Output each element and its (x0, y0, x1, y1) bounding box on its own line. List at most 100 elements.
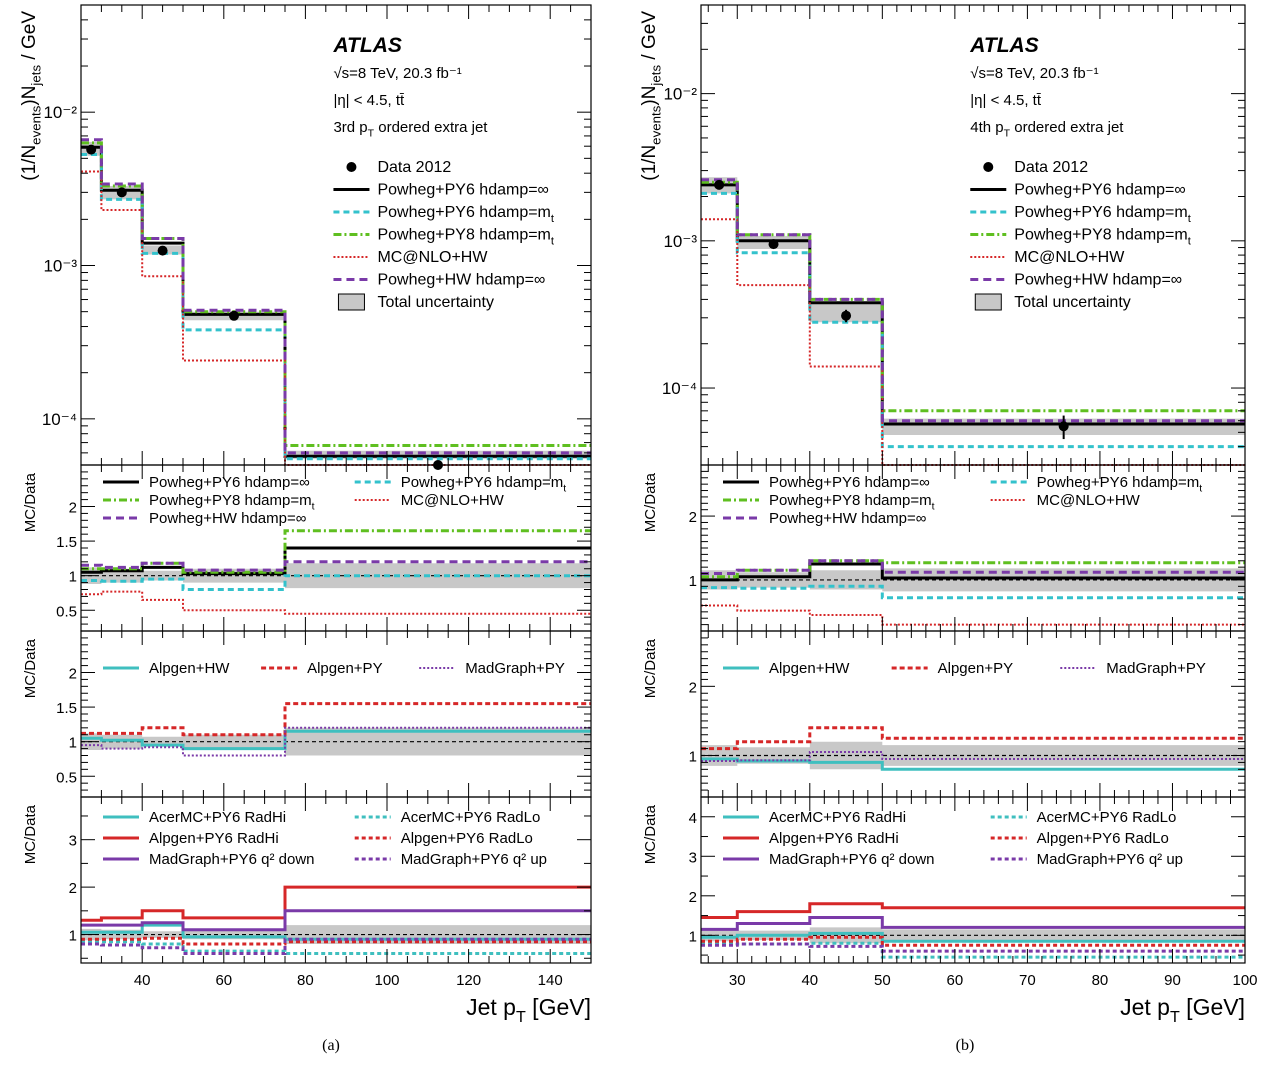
text-part: Powheg+HW hdamp=∞ (769, 510, 927, 527)
legend-label: Powheg+PY8 hdamp=mt​ (377, 227, 554, 248)
x-tick-label: 140 (538, 972, 563, 989)
data-point (714, 179, 725, 190)
jet-order-label: 4th pT​ ordered extra jet (970, 119, 1124, 140)
data-point (1058, 421, 1069, 432)
text-part: Alpgen+PY6 RadLo (401, 830, 533, 847)
legend-label: Data 2012 (1014, 159, 1088, 176)
legend-label: AcerMC+PY6 RadHi (769, 809, 906, 826)
legend-label: Powheg+PY6 hdamp=mt​ (377, 204, 554, 225)
series-powheg-hw-hdamp- (81, 560, 591, 572)
legend-label: MadGraph+PY6 q² up (1037, 851, 1183, 868)
legend-label: Total uncertainty (1014, 294, 1131, 311)
ratio-panel-1: 1 2 MC/Data Powheg+PY6 hdamp=∞ Powheg+PY6 hd… (642, 464, 1246, 632)
data-point (768, 239, 779, 250)
text-part: / GeV (639, 11, 660, 65)
legend-box (974, 293, 1002, 311)
text-part: ordered extra jet (1010, 119, 1124, 136)
series-acermc-py6-radhi (701, 931, 1245, 943)
y-tick-label: 0.5 (56, 603, 77, 620)
subscript: jets (29, 65, 44, 87)
text-part: ATLAS (969, 34, 1038, 57)
ratio-panel-2: 0.5 1 1.5 2 MC/Data Alpgen+HW Alpgen+PY MadGrap… (22, 630, 592, 798)
series-alpgen-py6-radlo (701, 935, 1245, 947)
y-tick-label: 3 (689, 849, 697, 866)
text-part: / GeV (19, 11, 40, 65)
text-part: Alpgen+PY (938, 660, 1013, 677)
legend-label: Powheg+PY6 hdamp=∞ (149, 474, 310, 491)
text-part: Total uncertainty (1014, 294, 1131, 311)
subscript: T (1004, 128, 1011, 140)
subscript: t (1199, 483, 1202, 495)
subscript: T (1170, 1008, 1180, 1026)
x-axis-title: Jet pT​ [GeV] (466, 994, 591, 1026)
legend-label: MC@NLO+HW (401, 492, 505, 509)
x-axis-title: Jet pT​ [GeV] (1120, 994, 1245, 1026)
ratio-panel-2: 1 2 MC/Data Alpgen+HW Alpgen+PY MadGraph+PY (642, 630, 1246, 798)
series-madgraph-py6-q-down (81, 909, 591, 932)
y-tick-label: 2 (69, 880, 77, 897)
legend-label: Powheg+PY6 hdamp=∞ (1014, 182, 1186, 199)
plot-frame (700, 630, 1246, 798)
legend-label: MadGraph+PY (1106, 660, 1206, 677)
text-part: Data 2012 (377, 159, 451, 176)
legend-label: Alpgen+HW (149, 660, 230, 677)
x-tick-label: 50 (874, 972, 891, 989)
ratio-panel-3: 1 2 3 4 30 40 50 60 70 80 90 100 MC/Data AcerMC+PY6 R… (642, 796, 1258, 989)
subscript: T (516, 1008, 526, 1026)
y-tick-label: 10⁻³ (663, 232, 697, 251)
ratio-panel-3: 1 2 3 40 60 80 100 120 140 MC/Data AcerMC+PY6 RadH… (22, 796, 592, 989)
y-tick-label: 1 (689, 928, 697, 945)
series-mc-nlo-hw (701, 604, 1245, 626)
legend-label: Powheg+HW hdamp=∞ (377, 272, 545, 289)
panel-a: 10⁻⁴ 10⁻³ 10⁻²(1/Nevents​)Njets​ / GeV ATLA… (19, 4, 592, 1054)
text-part: 3rd p (333, 119, 367, 136)
legend-label: Powheg+HW hdamp=∞ (769, 510, 927, 527)
text-part: Powheg+HW hdamp=∞ (377, 272, 545, 289)
uncertainty-band (701, 927, 1245, 944)
series-powheg-py6-hdamp-m-t (701, 584, 1245, 600)
text-part: MadGraph+PY6 q² up (1037, 851, 1183, 868)
text-part: MC@NLO+HW (401, 492, 505, 509)
x-tick-label: 60 (215, 972, 232, 989)
data-point (86, 144, 97, 155)
y-tick-label: 10⁻⁴ (662, 379, 697, 398)
text-part: MC/Data (22, 804, 39, 864)
series-madgraph-py (701, 751, 1245, 762)
legend-label: MadGraph+PY6 q² down (149, 851, 315, 868)
y-tick-label: 1.5 (56, 534, 77, 551)
y-tick-label: 1 (689, 573, 697, 590)
series-madgraph-py6-q-up (81, 937, 591, 955)
legend-label: Powheg+HW hdamp=∞ (1014, 272, 1182, 289)
subscript: t (551, 213, 555, 225)
ratio-y-axis-title: MC/Data (642, 638, 659, 698)
plot-frame (700, 796, 1246, 964)
text-part: Alpgen+PY6 RadHi (769, 830, 899, 847)
plot-frame (80, 630, 592, 798)
data-point (116, 187, 127, 198)
text-part: |η| < 4.5, tt̄ (970, 92, 1042, 109)
legend-label: Powheg+HW hdamp=∞ (149, 510, 307, 527)
plot-frame (80, 796, 592, 964)
text-part: MC/Data (642, 472, 659, 532)
text-part: AcerMC+PY6 RadHi (149, 809, 286, 826)
text-part: Alpgen+HW (149, 660, 230, 677)
series-alpgen-py (81, 702, 591, 737)
legend-label: MadGraph+PY (465, 660, 565, 677)
text-part: MadGraph+PY (1106, 660, 1206, 677)
text-part: MC@NLO+HW (1037, 492, 1141, 509)
text-part: MC/Data (22, 472, 39, 532)
text-part: Powheg+PY6 hdamp=∞ (149, 474, 310, 491)
legend-label: Data 2012 (377, 159, 451, 176)
legend-label: Alpgen+PY6 RadLo (1037, 830, 1169, 847)
y-tick-label: 2 (689, 509, 697, 526)
legend-label: Powheg+PY6 hdamp=mt​ (401, 474, 567, 495)
text-part: MC/Data (642, 804, 659, 864)
y-tick-label: 2 (689, 679, 697, 696)
x-tick-label: 40 (134, 972, 151, 989)
legend-label: MC@NLO+HW (1037, 492, 1141, 509)
y-tick-label: 1 (689, 749, 697, 766)
text-part: Alpgen+PY6 RadHi (149, 830, 279, 847)
x-tick-label: 30 (729, 972, 746, 989)
x-tick-label: 100 (374, 972, 399, 989)
